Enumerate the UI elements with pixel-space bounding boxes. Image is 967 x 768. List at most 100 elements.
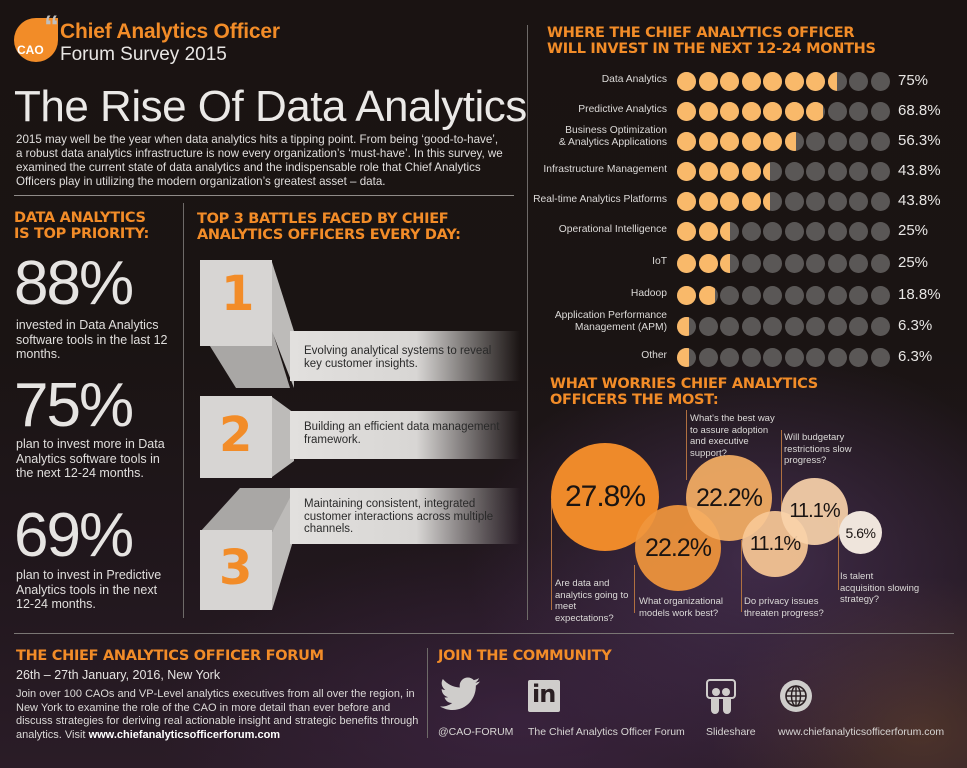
forum-body-text: Join over 100 CAOs and VP-Level analytic…: [16, 688, 419, 741]
brand-subtitle: Forum Survey 2015: [60, 44, 227, 65]
logo-drop-shape: [14, 18, 58, 62]
invest-dot: [849, 348, 868, 367]
invest-dot: [677, 254, 696, 273]
worry-question: Do privacy issues threaten progress?: [744, 596, 824, 619]
invest-dot: [827, 222, 847, 241]
invest-dot: [720, 222, 739, 241]
bubble-value: 27.8%: [564, 480, 646, 513]
heading-line: WILL INVEST IN THE NEXT 12-24 MONTHS: [547, 41, 876, 57]
leader-line: [838, 520, 839, 590]
invest-dot: [827, 348, 847, 367]
invest-dot: [870, 254, 890, 273]
invest-dot: [827, 254, 847, 273]
invest-dot: [784, 162, 804, 181]
invest-dot: [806, 222, 825, 241]
bubble-value: 5.6%: [845, 524, 876, 541]
invest-dot: [720, 102, 739, 121]
leader-line: [781, 430, 782, 510]
invest-dot: [849, 254, 868, 273]
invest-dot: [870, 348, 890, 367]
invest-dot: [806, 192, 825, 211]
invest-dot: [698, 286, 718, 305]
battles-heading: TOP 3 BATTLES FACED BY CHIEF ANALYTICS O…: [197, 211, 461, 243]
logo-badge: CAO: [17, 43, 44, 57]
invest-dot: [849, 102, 868, 121]
invest-dot: [806, 317, 825, 336]
invest-value: 56.3%: [898, 132, 941, 149]
invest-dot: [806, 132, 825, 151]
invest-dot: [763, 132, 782, 151]
invest-dot: [870, 102, 890, 121]
divider: [427, 648, 428, 738]
invest-dot: [784, 102, 804, 121]
invest-dot: [806, 162, 825, 181]
invest-dot: [849, 162, 868, 181]
bubble-5-6: 5.6%: [839, 511, 882, 554]
stat-description: plan to invest in Predictive Analytics t…: [16, 568, 162, 611]
invest-dot: [849, 72, 868, 91]
invest-dot: [806, 102, 825, 121]
bubble-22-2-org: 22.2%: [635, 505, 721, 591]
stat-value: 88%: [14, 249, 134, 318]
invest-dot: [741, 254, 761, 273]
battle-number: 2: [219, 407, 253, 463]
invest-value: 68.8%: [898, 102, 941, 119]
battle-number-box: [200, 530, 272, 610]
linkedin-label: The Chief Analytics Officer Forum: [528, 726, 685, 738]
invest-dot: [870, 132, 890, 151]
invest-dot: [720, 132, 739, 151]
invest-dot: [784, 286, 804, 305]
invest-dot: [827, 132, 847, 151]
invest-dot: [698, 132, 718, 151]
bubble-11-1-budget: 11.1%: [781, 478, 848, 545]
invest-value: 6.3%: [898, 348, 933, 365]
battle-text: Maintaining consistent, integrated custo…: [304, 498, 494, 535]
invest-value: 18.8%: [898, 286, 941, 303]
intro-paragraph: 2015 may well be the year when data anal…: [16, 133, 503, 188]
worry-question: Will budgetary restrictions slow progres…: [784, 432, 852, 466]
battle-text: Building an efficient data management fr…: [304, 421, 500, 446]
invest-dot: [720, 254, 739, 273]
invest-dot: [720, 72, 739, 91]
invest-category-label: Other: [641, 350, 667, 361]
invest-dot: [698, 254, 718, 273]
battle-text: Evolving analytical systems to reveal ke…: [304, 345, 492, 370]
invest-dot: [763, 162, 782, 181]
heading-line: OFFICERS THE MOST:: [550, 392, 719, 408]
leader-line: [741, 540, 742, 612]
invest-dot: [720, 162, 739, 181]
heading-line: IS TOP PRIORITY:: [14, 226, 149, 242]
globe-icon: [780, 680, 812, 712]
invest-dot: [763, 317, 782, 336]
stat-value: 69%: [14, 501, 134, 570]
stat-description: plan to invest more in Data Analytics so…: [16, 437, 165, 480]
invest-heading: WHERE THE CHIEF ANALYTICS OFFICER WILL I…: [547, 25, 876, 57]
invest-dot: [806, 254, 825, 273]
invest-category-label: Operational Intelligence: [558, 224, 667, 235]
invest-dot: [870, 286, 890, 305]
invest-dot: [870, 222, 890, 241]
invest-dot: [698, 72, 718, 91]
worry-question: Are data and analytics going to meet exp…: [555, 578, 629, 624]
invest-dot: [741, 132, 761, 151]
bubble-22-2-adoption: 22.2%: [686, 455, 772, 541]
invest-dot: [741, 192, 761, 211]
invest-value: 25%: [898, 254, 929, 271]
invest-dot: [720, 192, 739, 211]
forum-website-link[interactable]: www.chiefanalyticsofficerforum.com: [88, 728, 281, 741]
invest-dot: [849, 192, 868, 211]
invest-dot: [870, 162, 890, 181]
invest-category-label: Hadoop: [630, 288, 667, 299]
invest-dot: [698, 192, 718, 211]
heading-line: WHERE THE CHIEF ANALYTICS OFFICER: [547, 25, 855, 41]
community-heading: JOIN THE COMMUNITY: [438, 648, 612, 664]
invest-dot: [827, 102, 847, 121]
invest-dot: [849, 317, 868, 336]
forum-dates: 26th – 27th January, 2016, New York: [16, 668, 221, 682]
invest-category-label: Infrastructure Management: [543, 164, 667, 175]
divider: [183, 203, 184, 618]
invest-dot: [849, 132, 868, 151]
invest-value: 25%: [898, 222, 929, 239]
invest-dot: [763, 348, 782, 367]
invest-dot: [784, 317, 804, 336]
